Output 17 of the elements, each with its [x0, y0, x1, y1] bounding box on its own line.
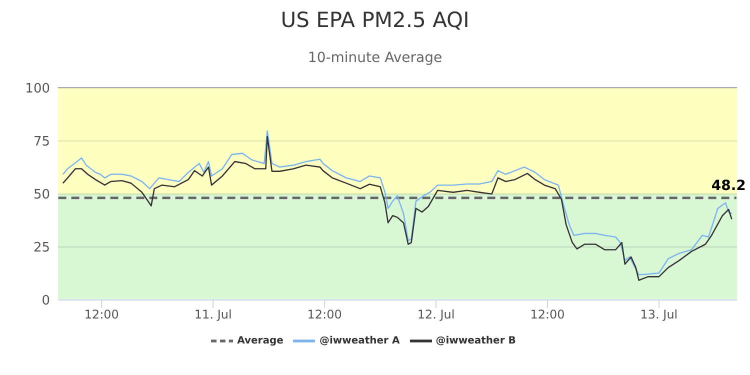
legend-label: @iwweather B [436, 336, 516, 347]
x-tick-label: 12:00 [530, 308, 565, 322]
y-tick-label: 0 [42, 294, 50, 309]
chart-title: US EPA PM2.5 AQI [280, 8, 470, 32]
y-tick-label: 25 [33, 240, 50, 256]
annotation: 48.2 [711, 178, 746, 194]
x-tick-label: 12. Jul [417, 308, 455, 322]
x-tick-label: 12:00 [84, 308, 119, 322]
y-tick-label: 75 [33, 134, 50, 150]
y-tick-label: 50 [33, 188, 50, 203]
legend-label: Average [237, 336, 284, 347]
x-tick-label: 13. Jul [640, 308, 678, 322]
x-tick-label: 11. Jul [194, 308, 232, 322]
y-tick-label: 100 [25, 82, 50, 97]
x-tick-label: 12:00 [307, 308, 342, 322]
chart-subtitle: 10-minute Average [306, 50, 444, 66]
legend-label: @iwweather A [319, 336, 400, 347]
